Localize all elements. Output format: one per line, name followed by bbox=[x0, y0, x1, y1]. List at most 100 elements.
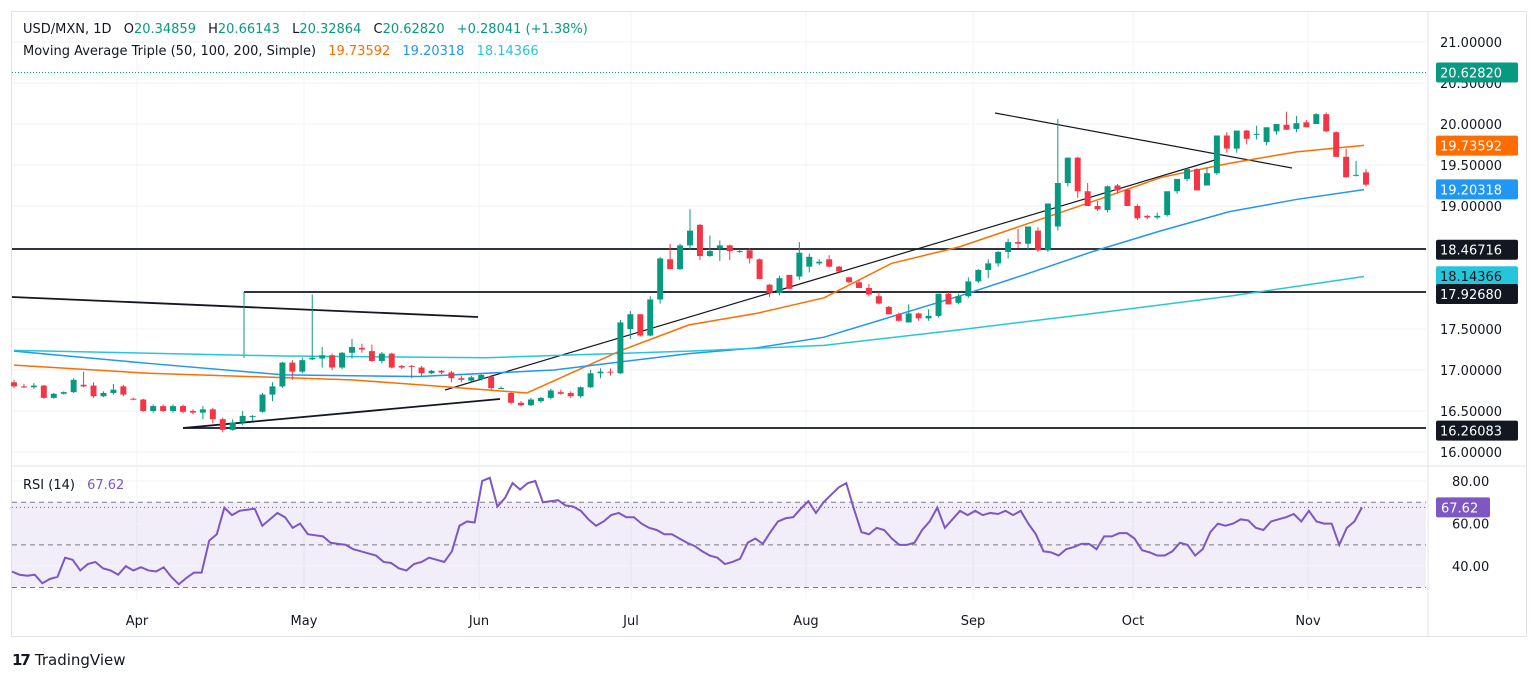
candle-body[interactable] bbox=[1054, 183, 1061, 227]
candle-body[interactable] bbox=[1253, 133, 1260, 135]
candle-body[interactable] bbox=[985, 263, 992, 270]
candle-body[interactable] bbox=[1194, 169, 1200, 191]
candle-body[interactable] bbox=[965, 281, 972, 297]
candle-body[interactable] bbox=[20, 386, 27, 388]
candle-body[interactable] bbox=[577, 387, 584, 397]
candle-body[interactable] bbox=[398, 365, 405, 368]
candle-body[interactable] bbox=[567, 392, 574, 397]
candle-body[interactable] bbox=[667, 259, 674, 270]
candle-body[interactable] bbox=[696, 224, 703, 257]
candle-body[interactable] bbox=[1154, 215, 1161, 218]
candle-body[interactable] bbox=[786, 274, 793, 289]
candle-body[interactable] bbox=[677, 245, 684, 270]
candle-body[interactable] bbox=[637, 314, 644, 336]
candle-body[interactable] bbox=[239, 415, 246, 423]
candle-body[interactable] bbox=[40, 385, 47, 398]
candle-body[interactable] bbox=[557, 392, 564, 394]
rsi-legend-title[interactable]: RSI (14) bbox=[23, 478, 75, 493]
candle-body[interactable] bbox=[1074, 157, 1081, 192]
candle-body[interactable] bbox=[1233, 130, 1240, 149]
candle-body[interactable] bbox=[1213, 135, 1220, 174]
candle-body[interactable] bbox=[826, 259, 833, 267]
candle-body[interactable] bbox=[587, 373, 594, 388]
candle-body[interactable] bbox=[1303, 122, 1310, 128]
candle-body[interactable] bbox=[229, 422, 236, 430]
candle-body[interactable] bbox=[299, 360, 306, 372]
candle-body[interactable] bbox=[647, 299, 654, 336]
candle-body[interactable] bbox=[925, 315, 932, 319]
candle-body[interactable] bbox=[1084, 191, 1091, 206]
candle-body[interactable] bbox=[130, 398, 137, 400]
candle-body[interactable] bbox=[269, 386, 276, 395]
candle-body[interactable] bbox=[279, 362, 286, 387]
candle-body[interactable] bbox=[537, 397, 544, 402]
candle-body[interactable] bbox=[368, 351, 375, 361]
candle-body[interactable] bbox=[995, 251, 1002, 264]
candle-body[interactable] bbox=[100, 392, 107, 397]
candle-body[interactable] bbox=[110, 389, 117, 393]
candle-body[interactable] bbox=[508, 392, 515, 403]
candle-body[interactable] bbox=[259, 394, 266, 412]
candle-body[interactable] bbox=[627, 314, 634, 329]
candle-body[interactable] bbox=[50, 393, 57, 398]
candle-body[interactable] bbox=[468, 377, 475, 381]
candle-body[interactable] bbox=[1005, 242, 1012, 252]
candle-body[interactable] bbox=[170, 406, 177, 411]
candle-body[interactable] bbox=[1094, 206, 1101, 210]
candle-body[interactable] bbox=[1124, 189, 1131, 206]
candle-body[interactable] bbox=[1363, 172, 1369, 185]
candle-body[interactable] bbox=[1333, 132, 1340, 157]
candle-body[interactable] bbox=[905, 313, 912, 323]
candle-body[interactable] bbox=[199, 409, 206, 413]
candle-body[interactable] bbox=[726, 245, 733, 252]
candle-body[interactable] bbox=[518, 402, 524, 406]
candle-body[interactable] bbox=[249, 415, 256, 417]
candle-body[interactable] bbox=[358, 347, 365, 350]
candle-body[interactable] bbox=[309, 357, 316, 360]
candle-body[interactable] bbox=[1243, 130, 1250, 139]
trend-line[interactable] bbox=[994, 112, 1293, 169]
candle-body[interactable] bbox=[955, 296, 962, 303]
candle-body[interactable] bbox=[1263, 127, 1270, 143]
candle-body[interactable] bbox=[140, 399, 147, 411]
candle-body[interactable] bbox=[1064, 157, 1071, 184]
candle-body[interactable] bbox=[806, 256, 813, 267]
candle-body[interactable] bbox=[766, 284, 773, 293]
candle-body[interactable] bbox=[846, 277, 853, 283]
candle-body[interactable] bbox=[1273, 124, 1280, 132]
candle-body[interactable] bbox=[935, 293, 942, 316]
candle-body[interactable] bbox=[816, 261, 823, 264]
candle-body[interactable] bbox=[856, 282, 862, 288]
candle-body[interactable] bbox=[408, 365, 415, 367]
candle-body[interactable] bbox=[945, 293, 952, 305]
candle-body[interactable] bbox=[617, 322, 624, 374]
candle-body[interactable] bbox=[1293, 123, 1300, 129]
candle-body[interactable] bbox=[1353, 174, 1360, 176]
candle-body[interactable] bbox=[289, 362, 296, 372]
candle-body[interactable] bbox=[1114, 185, 1121, 191]
candle-body[interactable] bbox=[498, 388, 505, 390]
candle-body[interactable] bbox=[418, 367, 425, 374]
candle-body[interactable] bbox=[687, 230, 693, 246]
candle-body[interactable] bbox=[865, 288, 872, 295]
candle-body[interactable] bbox=[1134, 206, 1141, 219]
candle-body[interactable] bbox=[160, 406, 167, 411]
candle-body[interactable] bbox=[1203, 173, 1210, 186]
candle-body[interactable] bbox=[209, 409, 216, 420]
candle-body[interactable] bbox=[60, 392, 67, 394]
candle-body[interactable] bbox=[1313, 114, 1320, 124]
candle-body[interactable] bbox=[90, 385, 97, 397]
candle-body[interactable] bbox=[1283, 124, 1290, 130]
candle-body[interactable] bbox=[746, 250, 753, 259]
candle-body[interactable] bbox=[219, 419, 226, 430]
candle-body[interactable] bbox=[915, 313, 922, 319]
symbol-label[interactable]: USD/MXN, 1D bbox=[23, 22, 112, 37]
candle-body[interactable] bbox=[11, 382, 17, 387]
candle-body[interactable] bbox=[885, 306, 892, 315]
candle-body[interactable] bbox=[1184, 169, 1191, 179]
candle-body[interactable] bbox=[836, 266, 843, 272]
candle-body[interactable] bbox=[488, 376, 495, 389]
candle-body[interactable] bbox=[349, 347, 355, 353]
candle-body[interactable] bbox=[378, 353, 385, 361]
